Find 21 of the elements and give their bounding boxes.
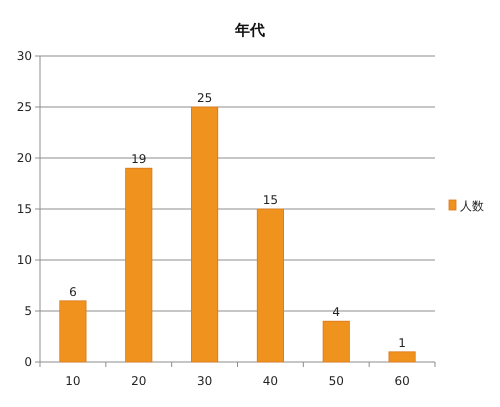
y-tick-label: 15	[16, 202, 32, 216]
x-tick-label: 50	[328, 374, 344, 388]
y-tick-label: 25	[16, 100, 32, 114]
data-label: 4	[332, 305, 340, 320]
data-label: 19	[131, 152, 146, 166]
x-tick-label: 10	[65, 374, 81, 388]
x-tick-label: 40	[262, 374, 278, 388]
y-tick-label: 20	[16, 151, 32, 165]
chart-title: 年代	[234, 21, 265, 39]
data-label: 6	[69, 284, 77, 299]
data-label: 15	[262, 193, 278, 207]
data-label: 1	[398, 336, 406, 350]
y-tick-label: 30	[16, 49, 32, 63]
y-tick-label: 5	[24, 304, 32, 318]
y-tick-label: 10	[16, 253, 32, 267]
x-tick-label: 30	[196, 374, 212, 388]
x-tick-label: 20	[131, 374, 146, 388]
x-tick-label: 60	[394, 374, 410, 388]
y-tick-label: 0	[24, 355, 32, 369]
legend-label: 人数	[460, 199, 484, 213]
data-label: 25	[196, 91, 212, 105]
